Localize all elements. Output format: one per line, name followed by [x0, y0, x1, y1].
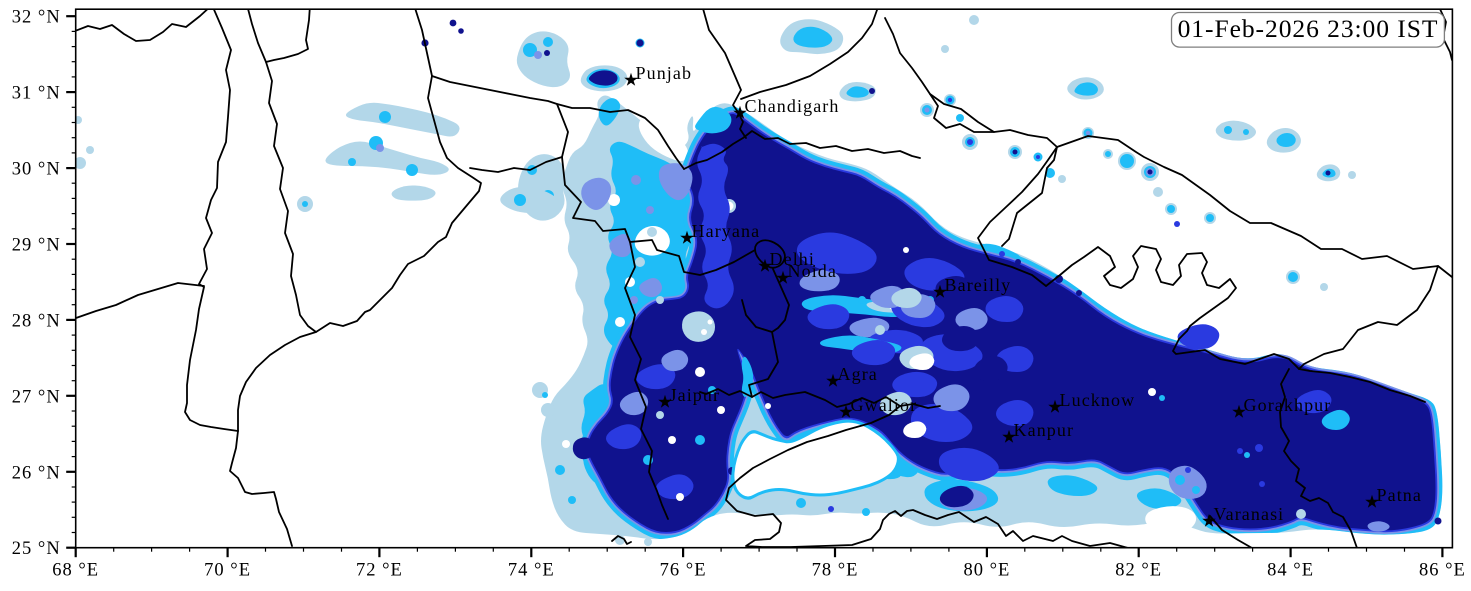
svg-text:32 °N: 32 °N [12, 8, 61, 28]
svg-text:Delhi: Delhi [770, 249, 816, 269]
svg-text:80 °E: 80 °E [963, 561, 1010, 581]
svg-text:Gorakhpur: Gorakhpur [1244, 395, 1332, 415]
svg-text:27 °N: 27 °N [12, 387, 61, 407]
svg-text:Agra: Agra [838, 364, 878, 384]
svg-text:Haryana: Haryana [692, 221, 761, 241]
svg-text:Gwalior: Gwalior [851, 395, 918, 415]
svg-text:78 °E: 78 °E [812, 561, 859, 581]
svg-text:82 °E: 82 °E [1115, 561, 1162, 581]
svg-text:72 °E: 72 °E [356, 561, 403, 581]
svg-text:Punjab: Punjab [636, 63, 693, 83]
svg-text:26 °N: 26 °N [12, 463, 61, 483]
svg-text:01-Feb-2026 23:00 IST: 01-Feb-2026 23:00 IST [1178, 14, 1439, 43]
svg-text:28 °N: 28 °N [12, 311, 61, 331]
svg-text:74 °E: 74 °E [508, 561, 555, 581]
svg-text:Chandigarh: Chandigarh [745, 96, 840, 116]
svg-text:76 °E: 76 °E [660, 561, 707, 581]
svg-text:Bareilly: Bareilly [945, 275, 1012, 295]
svg-text:Varanasi: Varanasi [1214, 504, 1285, 524]
svg-text:Patna: Patna [1377, 485, 1423, 505]
svg-text:31 °N: 31 °N [12, 84, 61, 104]
svg-text:Jaipur: Jaipur [670, 385, 721, 405]
svg-text:68 °E: 68 °E [52, 561, 99, 581]
svg-text:86 °E: 86 °E [1419, 561, 1466, 581]
svg-text:Lucknow: Lucknow [1060, 390, 1136, 410]
svg-text:84 °E: 84 °E [1267, 561, 1314, 581]
svg-text:70 °E: 70 °E [204, 561, 251, 581]
svg-text:30 °N: 30 °N [12, 160, 61, 180]
svg-text:25 °N: 25 °N [12, 539, 61, 559]
svg-text:Kanpur: Kanpur [1014, 420, 1075, 440]
svg-text:Noida: Noida [788, 261, 838, 281]
svg-text:29 °N: 29 °N [12, 236, 61, 256]
